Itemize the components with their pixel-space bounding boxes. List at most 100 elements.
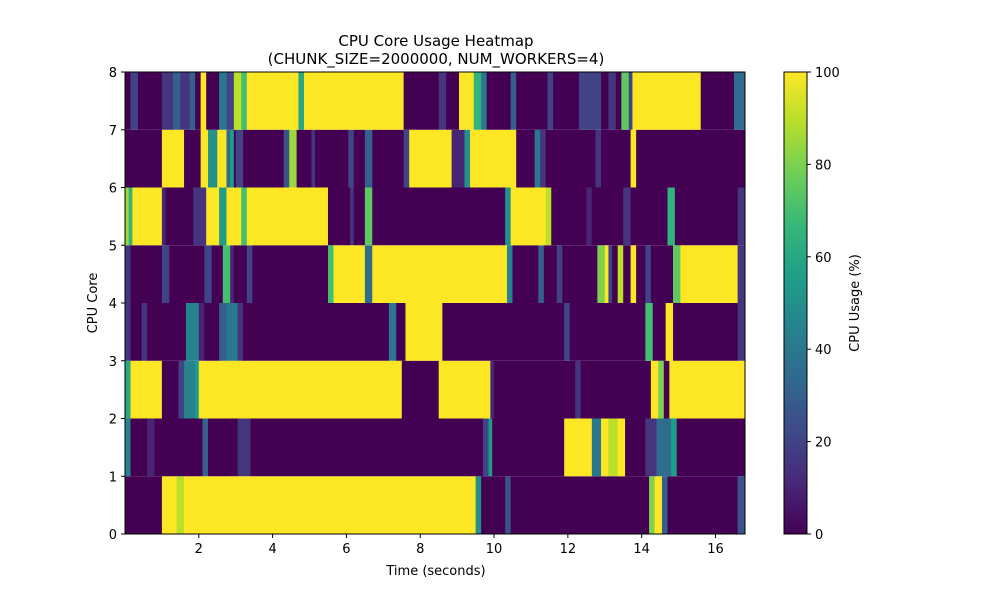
- heatmap-cell: [608, 72, 617, 130]
- heatmap-cell: [737, 303, 746, 361]
- heatmap-cell: [204, 245, 213, 303]
- heatmap-cell: [125, 129, 163, 188]
- heatmap-cell: [464, 129, 471, 188]
- heatmap-cell: [185, 303, 200, 361]
- heatmap-cell: [219, 303, 227, 361]
- heatmap-cell: [233, 72, 242, 130]
- heatmap-cell: [226, 303, 238, 361]
- heatmap-cell: [298, 72, 305, 130]
- heatmap-cell: [125, 245, 131, 303]
- heatmap-cell: [137, 72, 163, 130]
- heatmap-cell: [237, 418, 251, 477]
- x-axis-ticks: 2 4 6 8 10 12 14 16: [195, 534, 724, 557]
- heatmap-cell: [630, 187, 668, 246]
- heatmap-cell: [204, 303, 220, 361]
- heatmap-cell: [303, 72, 405, 130]
- heatmap-cell: [597, 245, 606, 303]
- y-tick-label: 1: [109, 470, 117, 485]
- heatmap-cell: [470, 129, 517, 188]
- x-tick-label: 14: [633, 542, 650, 557]
- x-tick-label: 16: [707, 542, 724, 557]
- heatmap-cell: [246, 72, 299, 130]
- heatmap-cell: [130, 418, 148, 477]
- heatmap-cell: [200, 129, 209, 188]
- heatmap-cell: [401, 360, 440, 419]
- heatmap-cell: [667, 476, 739, 534]
- heatmap-cell: [409, 129, 453, 188]
- heatmap-cell: [673, 245, 681, 303]
- y-tick-label: 2: [109, 413, 117, 428]
- colorbar-tick-label: 80: [815, 158, 832, 173]
- heatmap-cell: [184, 129, 202, 188]
- heatmap-cell: [545, 187, 552, 246]
- heatmap-cell: [575, 360, 582, 419]
- heatmap-cell: [737, 476, 746, 534]
- heatmap-cell: [180, 72, 190, 130]
- heatmap-cell: [327, 245, 334, 303]
- heatmap-cell: [161, 187, 166, 246]
- heatmap-cell: [625, 418, 646, 477]
- y-tick-label: 5: [109, 239, 117, 254]
- heatmap-cell: [296, 129, 312, 188]
- heatmap-cell: [636, 245, 646, 303]
- x-tick-label: 8: [416, 542, 424, 557]
- heatmap-cell: [482, 418, 489, 477]
- x-tick-label: 12: [560, 542, 577, 557]
- heatmap-cell: [595, 129, 602, 188]
- heatmap-cell: [451, 129, 465, 188]
- heatmap-cell: [405, 303, 443, 361]
- heatmap-cell: [661, 476, 668, 534]
- heatmap-cell: [645, 418, 657, 477]
- heatmap-cell: [125, 303, 131, 361]
- heatmap-cell: [130, 360, 163, 419]
- heatmap-cell: [198, 360, 403, 419]
- heatmap-cell: [184, 476, 477, 534]
- heatmap-cell: [202, 418, 209, 477]
- heatmap-cell: [169, 245, 205, 303]
- heatmap-cell: [649, 476, 655, 534]
- heatmap-cell: [438, 72, 447, 130]
- y-axis-label: CPU Core: [86, 273, 101, 334]
- heatmap-cell: [604, 245, 609, 303]
- heatmap-cell: [543, 245, 558, 303]
- heatmap-cell: [481, 476, 506, 534]
- heatmap-cell: [512, 245, 539, 303]
- heatmap-cell: [237, 303, 244, 361]
- heatmap-cell: [553, 72, 580, 130]
- heatmap-cell: [125, 418, 131, 477]
- heatmap-cell: [193, 187, 207, 246]
- heatmap-cell: [733, 72, 746, 130]
- heatmap-cell: [475, 476, 482, 534]
- x-tick-label: 10: [486, 542, 503, 557]
- heatmap-cell: [569, 303, 646, 361]
- heatmap-cell: [141, 303, 148, 361]
- heatmap-cell: [161, 245, 170, 303]
- heatmap-cell: [403, 72, 440, 130]
- heatmap-cell: [154, 418, 203, 477]
- heatmap-cell: [645, 303, 654, 361]
- heatmap-cell: [540, 129, 547, 188]
- heatmap-cell: [206, 72, 220, 130]
- heatmap-cell: [510, 476, 650, 534]
- colorbar-tick-label: 40: [815, 343, 832, 358]
- heatmap-cell: [125, 187, 130, 246]
- heatmap-cell: [128, 187, 133, 246]
- heatmap-cell: [650, 245, 674, 303]
- heatmap-cell: [490, 360, 495, 419]
- heatmap-cell: [396, 303, 406, 361]
- colorbar-tick-label: 20: [815, 436, 832, 451]
- heatmap-cell: [578, 72, 602, 130]
- heatmap-cell: [364, 187, 373, 246]
- heatmap-cell: [315, 129, 349, 188]
- heatmap-cell: [289, 129, 298, 188]
- heatmap-cell: [364, 245, 373, 303]
- heatmap-cell: [556, 245, 563, 303]
- colorbar-frame: [783, 71, 808, 535]
- heatmap-cell: [246, 187, 329, 246]
- heatmap-cell: [591, 187, 624, 246]
- heatmap-cell: [645, 245, 652, 303]
- heatmap-cell: [617, 245, 624, 303]
- heatmap-cell: [161, 360, 179, 419]
- colorbar-ticks: 0 20 40 60 80 100: [807, 66, 840, 543]
